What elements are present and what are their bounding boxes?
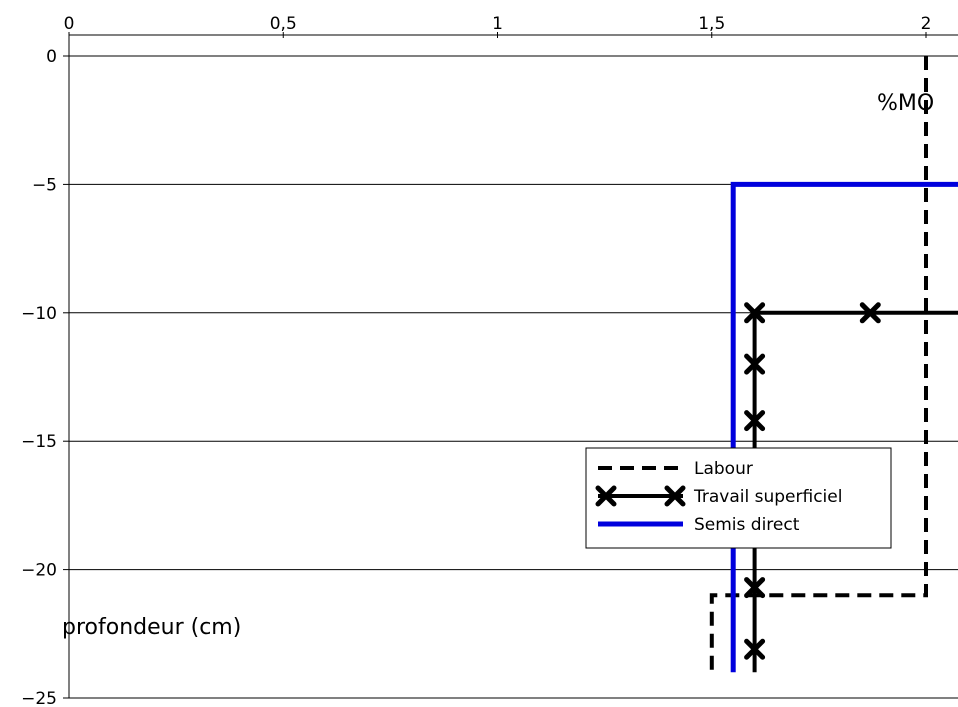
y-tick-label: −5 <box>32 175 57 195</box>
y-tick-label: 0 <box>46 47 57 67</box>
x-tick-label: 1,5 <box>698 14 725 34</box>
legend-label-semis-direct: Semis direct <box>694 515 800 535</box>
x-tick-label: 2 <box>921 14 932 34</box>
y-tick-label: −15 <box>21 432 57 452</box>
marker-travail-superficiel <box>744 302 766 324</box>
legend: Labour Travail superficiel Semis direct <box>585 447 892 549</box>
marker-travail-superficiel <box>744 638 766 660</box>
marker-travail-superficiel <box>859 302 881 324</box>
series-layer <box>709 56 958 673</box>
x-tick-label: 0 <box>64 14 75 34</box>
series-line-semis-direct <box>730 181 958 673</box>
y-axis-title: profondeur (cm) <box>62 615 241 640</box>
series-line-labour <box>709 56 928 673</box>
x-axis-title: %MO <box>877 91 934 116</box>
marker-travail-superficiel <box>744 410 766 432</box>
y-tick-label: −20 <box>21 561 57 581</box>
gridlines <box>69 55 958 699</box>
legend-swatch-travail-superficiel <box>595 485 686 507</box>
x-tick-label: 1 <box>492 14 503 34</box>
marker-travail-superficiel <box>744 353 766 375</box>
legend-label-travail-superficiel: Travail superficiel <box>693 487 842 507</box>
y-tick-label: −25 <box>21 689 57 707</box>
y-tick-label: −10 <box>21 304 57 324</box>
legend-label-labour: Labour <box>694 459 753 479</box>
x-tick-label: 0,5 <box>270 14 297 34</box>
marker-travail-superficiel <box>744 577 766 599</box>
